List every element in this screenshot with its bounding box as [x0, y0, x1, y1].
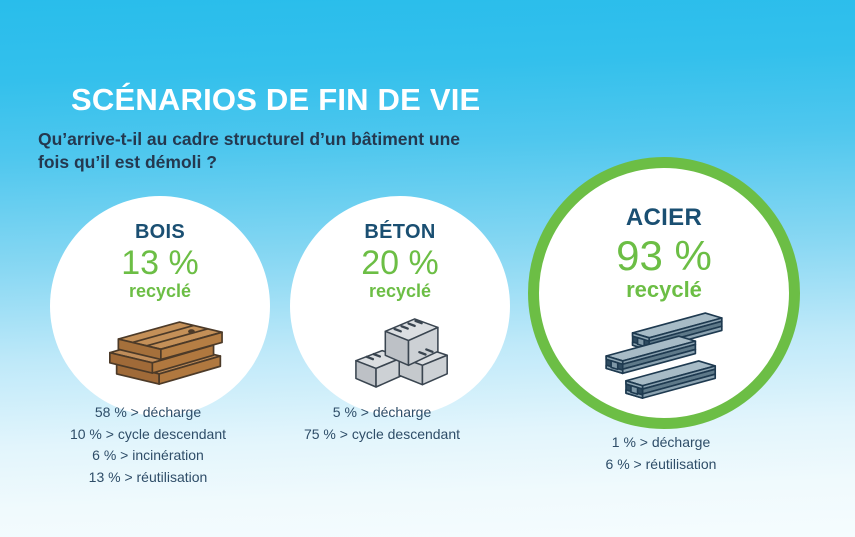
- material-name-acier: ACIER: [625, 204, 703, 231]
- steel-beams-icon: [588, 308, 740, 409]
- material-name-bois: BOIS: [134, 221, 186, 243]
- material-circle-bois: BOIS 13 % recyclé: [50, 196, 270, 416]
- recycled-label-bois: recyclé: [128, 280, 192, 301]
- breakdown-line: 1 % > décharge: [611, 434, 711, 450]
- breakdown-list-bois: 58 % > décharge 10 % > cycle descendant …: [28, 402, 268, 488]
- recycled-label-beton: recyclé: [368, 280, 432, 301]
- wood-planks-icon: [96, 311, 224, 401]
- material-name-beton: BÉTON: [364, 221, 436, 243]
- breakdown-line: 6 % > réutilisation: [605, 455, 717, 472]
- breakdown-line: 10 % > cycle descendant: [69, 425, 227, 442]
- breakdown-list-acier: 1 % > décharge 6 % > réutilisation: [541, 432, 781, 475]
- subtitle-line-2: fois qu’il est démoli ?: [38, 152, 217, 172]
- breakdown-line: 6 % > incinération: [92, 447, 204, 463]
- recycled-percent-bois: 13 %: [121, 244, 199, 282]
- concrete-blocks-icon: [342, 311, 458, 403]
- breakdown-line: 13 % > réutilisation: [88, 468, 208, 485]
- recycled-percent-beton: 20 %: [361, 244, 439, 282]
- subtitle-line-1: Qu’arrive-t-il au cadre structurel d’un …: [38, 129, 461, 149]
- page-title: SCÉNARIOS DE FIN DE VIE: [71, 82, 481, 117]
- material-circle-beton: BÉTON 20 % recyclé: [290, 196, 510, 416]
- breakdown-line: 75 % > cycle descendant: [303, 425, 461, 442]
- breakdown-list-beton: 5 % > décharge 75 % > cycle descendant: [262, 402, 502, 445]
- recycled-label-acier: recyclé: [626, 277, 702, 303]
- breakdown-line: 5 % > décharge: [332, 404, 432, 420]
- page-subtitle: Qu’arrive-t-il au cadre structurel d’un …: [38, 128, 460, 174]
- breakdown-line: 58 % > décharge: [94, 404, 202, 420]
- recycled-percent-acier: 93 %: [616, 232, 712, 279]
- material-circle-acier: ACIER 93 % recyclé: [528, 157, 800, 429]
